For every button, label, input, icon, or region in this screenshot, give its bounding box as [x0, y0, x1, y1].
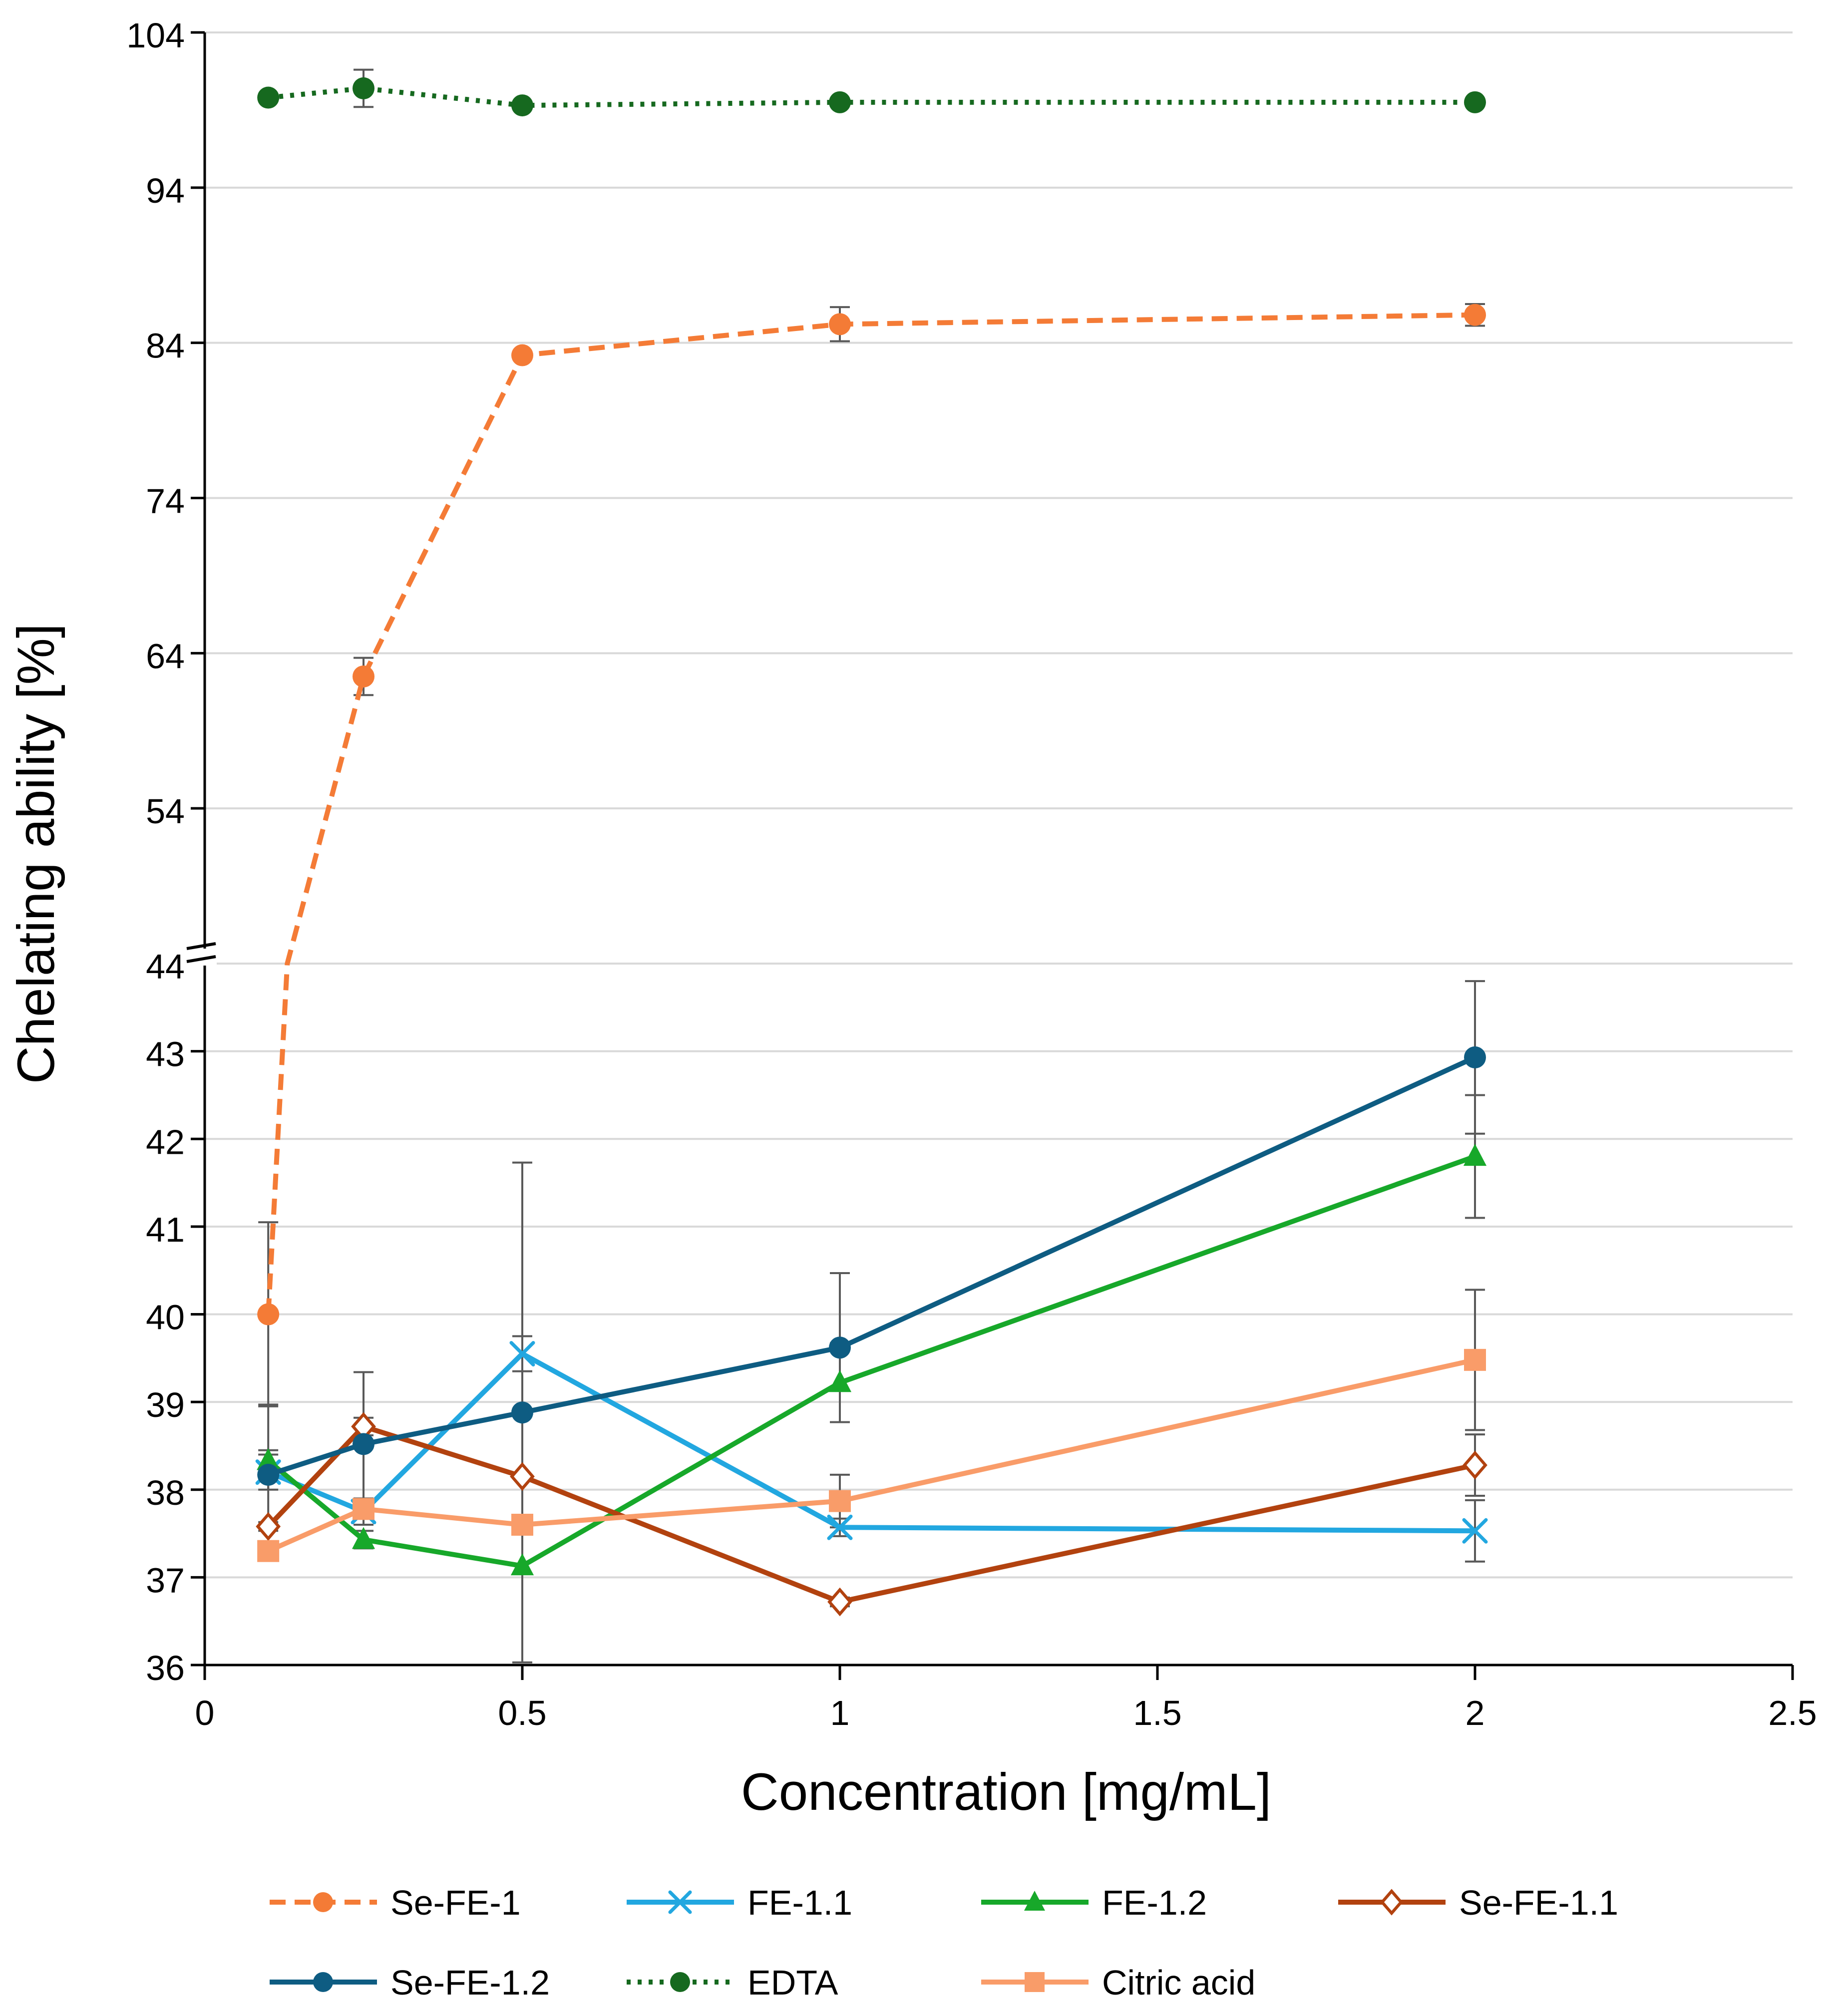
x-axis-label: Concentration [mg/mL] [741, 1763, 1271, 1821]
axis-layer: 36 37 38 39 40 41 42 43 44 54 64 74 84 94 104 0 0.5 1 1.5 2… [126, 16, 1817, 1732]
y-tick-label: 64 [146, 637, 185, 675]
legend-label: EDTA [747, 1963, 838, 2002]
data-point [353, 665, 374, 687]
x-tick-label: 1 [830, 1693, 850, 1732]
legend-label: FE-1.2 [1102, 1883, 1207, 1922]
data-point [1463, 1144, 1487, 1166]
axis-break-line [186, 955, 216, 963]
data-point [1464, 304, 1486, 326]
x-tick-label: 1.5 [1133, 1693, 1181, 1732]
x-tick-label: 0 [195, 1693, 215, 1732]
data-point [509, 1341, 535, 1367]
y-tick-label: 43 [146, 1035, 185, 1074]
legend-item: Citric acid [981, 1963, 1255, 2002]
data-point [511, 344, 533, 366]
y-tick-label: 42 [146, 1122, 185, 1161]
data-point [511, 1401, 533, 1424]
series-line [268, 85, 1475, 108]
legend-item: FE-1.1 [627, 1883, 852, 1922]
legend-item: EDTA [627, 1963, 838, 2002]
series-edta [257, 77, 1486, 117]
y-tick-label: 104 [126, 16, 185, 55]
axis-break-line [186, 942, 216, 950]
grid-layer [205, 31, 1793, 1579]
data-point [313, 1892, 333, 1912]
x-tick-label: 0.5 [498, 1693, 546, 1732]
series-se-fe-1-1 [256, 1412, 1487, 1617]
data-point [1464, 1046, 1486, 1068]
legend: Se-FE-1 FE-1.1 FE-1.2 Se-FE-1.1 Se-FE-1.2 EDT… [270, 1883, 1618, 2002]
data-point [353, 77, 374, 99]
y-tick-label: 94 [146, 171, 185, 210]
data-point [511, 94, 533, 117]
series-layer [255, 68, 1488, 1664]
data-point [511, 1514, 533, 1536]
y-tick-label: 54 [146, 792, 185, 831]
data-point [1380, 1889, 1403, 1916]
data-point [829, 1337, 851, 1359]
legend-item: Se-FE-1 [270, 1883, 521, 1922]
data-point [829, 1490, 851, 1512]
data-point [1462, 1518, 1488, 1544]
data-point [670, 1972, 690, 1992]
data-point [827, 1514, 853, 1540]
data-point [353, 1433, 374, 1455]
series-line [267, 1055, 1476, 1477]
y-tick-label: 38 [146, 1473, 185, 1512]
series-se-fe-1 [257, 304, 1486, 1326]
legend-item: Se-FE-1.1 [1338, 1883, 1618, 1922]
x-tick-label: 2.5 [1768, 1693, 1817, 1732]
data-point [829, 313, 851, 336]
data-point [257, 1303, 280, 1326]
data-point [829, 91, 851, 113]
legend-label: Se-FE-1.2 [390, 1963, 550, 2002]
legend-item: Se-FE-1.2 [270, 1963, 550, 2002]
error-bars [258, 68, 1485, 1664]
data-point [828, 1370, 852, 1392]
y-tick-label: 74 [146, 482, 185, 521]
legend-label: Se-FE-1 [390, 1883, 521, 1922]
legend-label: Se-FE-1.1 [1459, 1883, 1618, 1922]
y-tick-label: 84 [146, 327, 185, 365]
data-point [510, 1462, 535, 1491]
data-point [668, 1890, 692, 1914]
y-tick-label: 40 [146, 1298, 185, 1337]
data-point [257, 1540, 280, 1562]
data-point [1464, 1348, 1486, 1371]
data-point [256, 1512, 281, 1541]
data-point [1024, 1891, 1045, 1911]
series-fe-1-2 [257, 1144, 1487, 1576]
y-tick-label: 41 [146, 1210, 185, 1249]
data-point [313, 1972, 333, 1992]
series-line [266, 312, 1475, 1315]
data-point [827, 1587, 852, 1617]
data-point [1025, 1972, 1045, 1992]
x-tick-label: 2 [1466, 1693, 1485, 1732]
y-tick-label: 36 [146, 1649, 185, 1687]
data-point [1463, 1450, 1487, 1480]
series-citric-acid [257, 1348, 1486, 1562]
data-point [257, 1448, 280, 1470]
series-line [266, 1424, 1476, 1605]
data-point [352, 1527, 375, 1549]
data-point [257, 1463, 280, 1486]
y-tick-label: 39 [146, 1385, 185, 1424]
legend-label: FE-1.1 [747, 1883, 852, 1922]
y-tick-label: 44 [146, 947, 185, 986]
series-se-fe-1-2 [257, 1046, 1486, 1486]
y-tick-label: 37 [146, 1561, 185, 1600]
data-point [257, 86, 280, 109]
legend-item: FE-1.2 [981, 1883, 1207, 1922]
data-point [1464, 91, 1486, 113]
y-axis-label: Chelating ability [%] [7, 624, 65, 1084]
data-point [353, 1498, 374, 1520]
legend-label: Citric acid [1102, 1963, 1255, 2002]
data-point [510, 1553, 534, 1576]
axis-break-mark [186, 942, 217, 966]
